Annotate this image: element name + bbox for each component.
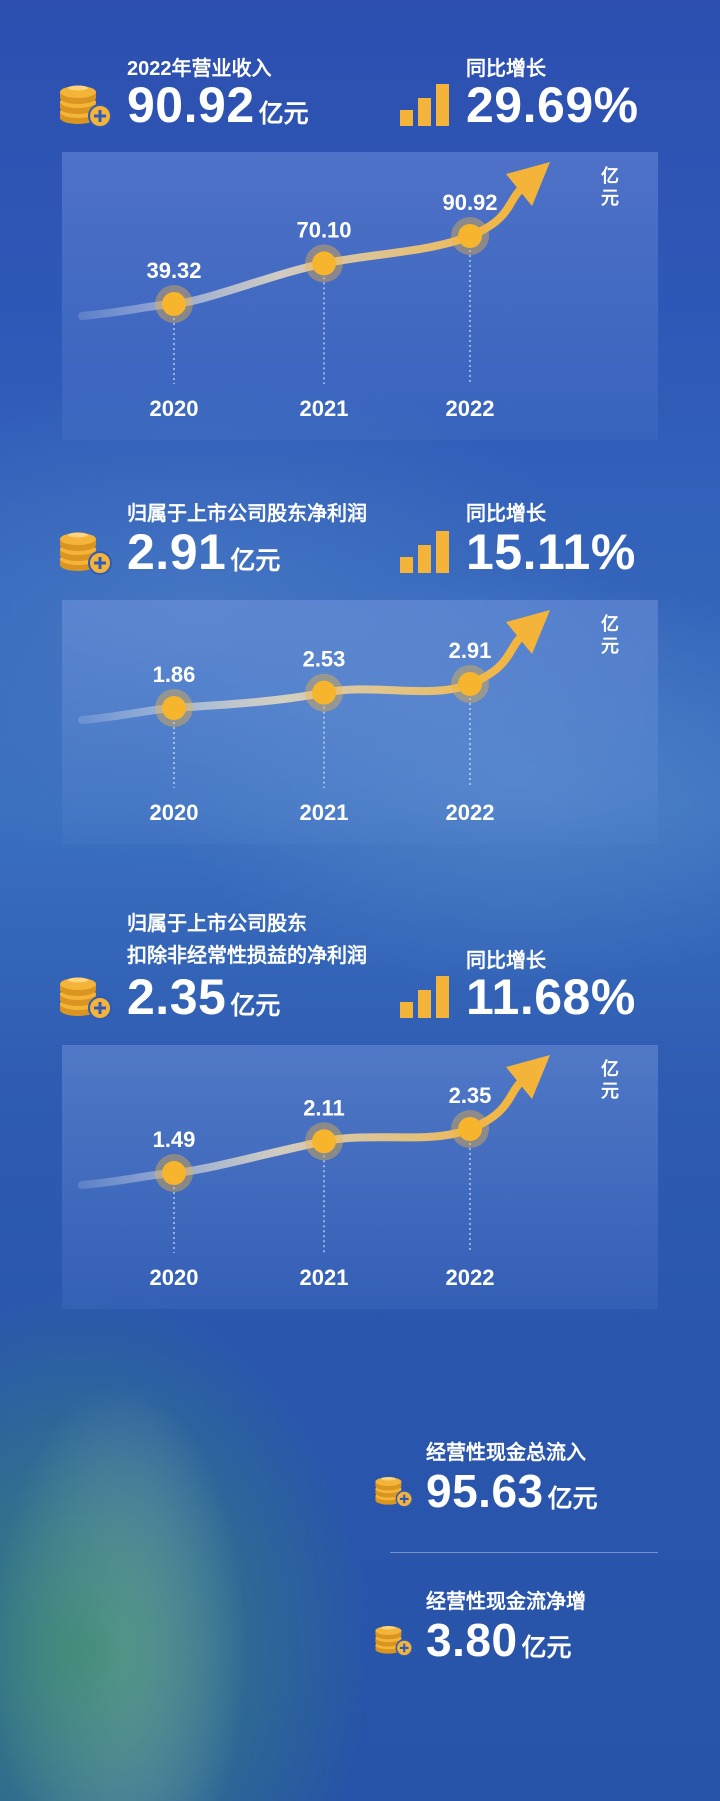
data-point [458,1117,482,1141]
adjusted-profit-chart-panel: 1.49 2020 2.11 2021 2.35 2022 亿元 [62,1045,658,1309]
revenue-growth-value: 29.69% [466,77,639,133]
x-tick-label: 2020 [150,800,199,825]
bar-chart-icon [400,531,452,573]
data-point [458,224,482,248]
x-tick-label: 2022 [446,396,495,421]
adjusted-profit-amount: 2.35 [127,969,227,1025]
revenue-title: 2022年营业收入 [127,58,272,80]
revenue-growth-label: 同比增长 [466,58,546,80]
net-profit-chart: 1.86 2020 2.53 2021 2.91 2022 亿元 [78,610,619,825]
data-label: 2.11 [303,1095,345,1120]
unit-label: 元 [601,188,619,208]
x-tick-label: 2021 [300,800,349,825]
adjusted-profit-title-line1: 归属于上市公司股东 [127,913,307,935]
data-label: 90.92 [442,190,497,215]
revenue-amount: 90.92 [127,77,255,133]
coin-stack-plus-icon [374,1622,414,1658]
adjusted-profit-value: 2.35 亿元 [127,972,280,1022]
unit-label: 亿 [601,165,619,186]
trend-arrow-head [506,610,550,654]
cash-net-increase-label: 经营性现金流净增 [426,1591,586,1613]
cash-inflow-value: 95.63 亿元 [426,1468,598,1515]
net-profit-chart-panel: 1.86 2020 2.53 2021 2.91 2022 亿元 [62,600,658,844]
cash-inflow-label: 经营性现金总流入 [426,1442,586,1464]
adjusted-profit-title-line2: 扣除非经常性损益的净利润 [127,945,367,967]
data-label: 2.35 [449,1083,492,1108]
data-point [162,292,186,316]
unit-label: 亿 [601,1058,619,1079]
data-label: 2.91 [449,638,492,663]
cash-inflow-unit: 亿元 [547,1485,598,1513]
data-label: 1.49 [153,1127,196,1152]
x-tick-label: 2020 [150,396,199,421]
data-label: 39.32 [146,258,201,283]
coin-stack-plus-icon [58,80,114,130]
coin-stack-plus-icon [374,1473,414,1509]
revenue-chart-panel: 39.32 2020 70.10 2021 90.92 2022 亿元 [62,152,658,440]
data-label: 2.53 [303,647,346,672]
unit-label: 元 [601,636,619,656]
unit-label: 元 [601,1081,619,1101]
cash-inflow-amount: 95.63 [426,1465,544,1517]
net-profit-title: 归属于上市公司股东净利润 [127,503,367,525]
cashflow-divider [390,1552,658,1553]
trend-arrow-head [506,1055,550,1099]
bar-chart-icon [400,84,452,126]
data-point [312,1129,336,1154]
data-point [162,1161,186,1185]
cash-net-increase-value: 3.80 亿元 [426,1617,572,1664]
x-tick-label: 2022 [446,1265,495,1290]
trend-arrow-head [506,162,550,206]
net-profit-unit: 亿元 [230,547,281,575]
cash-net-increase-unit: 亿元 [521,1634,572,1662]
x-tick-label: 2021 [300,396,349,421]
data-point [458,672,482,696]
net-profit-amount: 2.91 [127,524,227,580]
unit-label: 亿 [601,613,619,634]
net-profit-growth-value: 15.11% [466,524,636,580]
x-tick-label: 2022 [446,800,495,825]
data-label: 1.86 [153,662,196,687]
data-point [162,696,186,720]
adjusted-profit-chart: 1.49 2020 2.11 2021 2.35 2022 亿元 [78,1055,619,1290]
cash-net-increase-amount: 3.80 [426,1614,518,1666]
net-profit-growth-label: 同比增长 [466,503,546,525]
adjusted-profit-unit: 亿元 [230,992,281,1020]
data-label: 70.10 [296,217,351,242]
revenue-unit: 亿元 [258,100,309,128]
data-point [312,680,336,705]
x-tick-label: 2020 [150,1265,199,1290]
net-profit-value: 2.91 亿元 [127,527,280,577]
data-point [312,251,336,276]
coin-stack-plus-icon [58,972,114,1022]
bar-chart-icon [400,976,452,1018]
revenue-chart: 39.32 2020 70.10 2021 90.92 2022 亿元 [78,162,619,421]
adjusted-profit-growth-label: 同比增长 [466,950,546,972]
x-tick-label: 2021 [300,1265,349,1290]
adjusted-profit-growth-value: 11.68% [466,969,636,1025]
revenue-value: 90.92 亿元 [127,80,309,130]
coin-stack-plus-icon [58,527,114,577]
